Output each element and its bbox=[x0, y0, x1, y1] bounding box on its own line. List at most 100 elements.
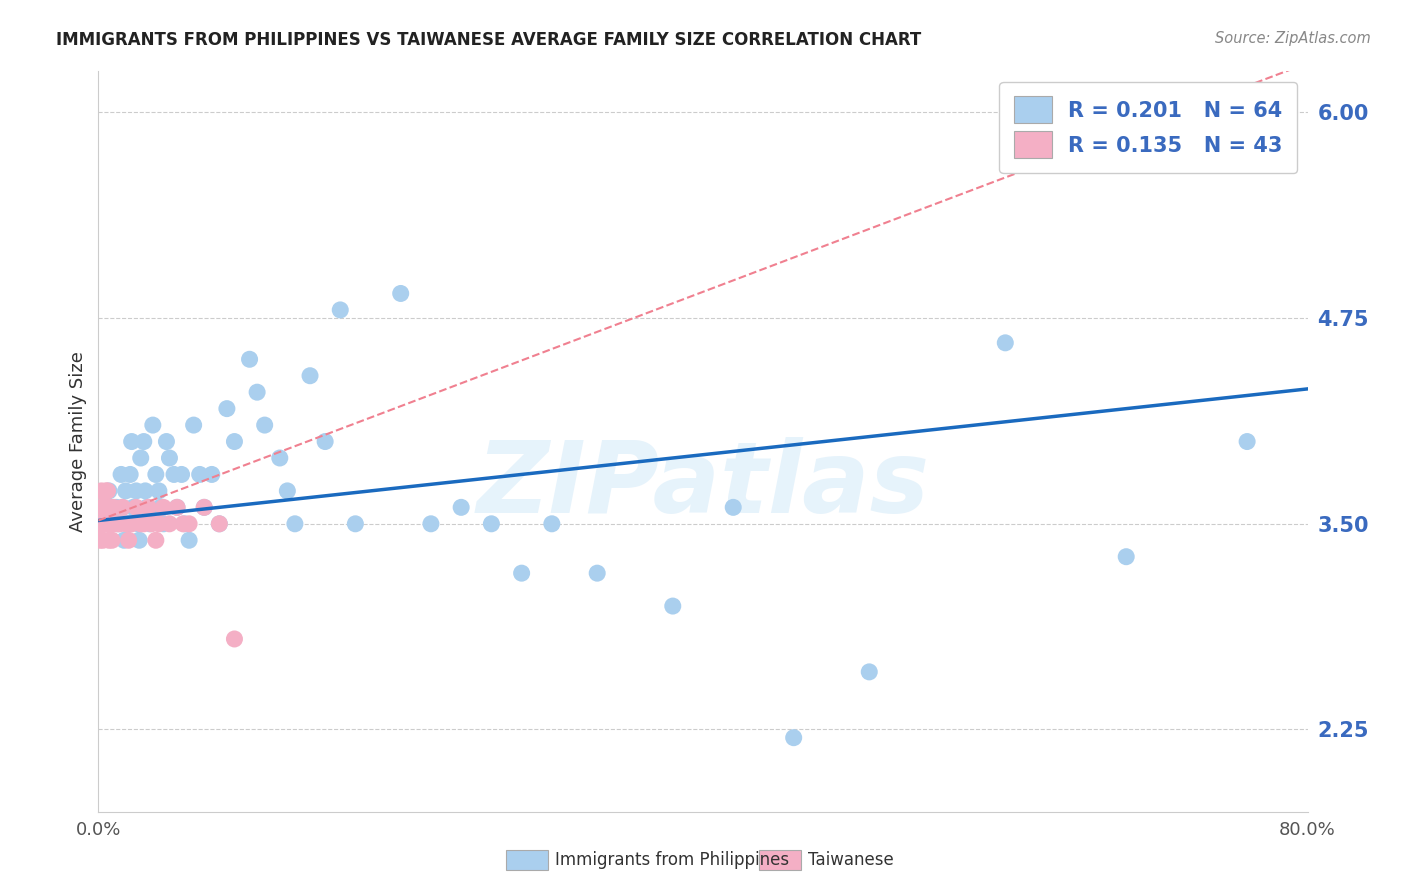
Point bbox=[152, 516, 174, 531]
Point bbox=[783, 731, 806, 745]
Point bbox=[90, 516, 112, 531]
Point bbox=[148, 483, 170, 498]
Point bbox=[284, 516, 307, 531]
Point bbox=[103, 500, 125, 515]
Point bbox=[98, 483, 121, 498]
Point bbox=[111, 500, 134, 515]
Point bbox=[1236, 434, 1258, 449]
Point bbox=[145, 533, 167, 548]
Text: IMMIGRANTS FROM PHILIPPINES VS TAIWANESE AVERAGE FAMILY SIZE CORRELATION CHART: IMMIGRANTS FROM PHILIPPINES VS TAIWANESE… bbox=[56, 31, 921, 49]
Point bbox=[149, 500, 172, 515]
Point bbox=[179, 516, 201, 531]
Point bbox=[90, 500, 112, 515]
Point bbox=[96, 516, 118, 531]
Point bbox=[118, 533, 141, 548]
Point bbox=[139, 516, 162, 531]
Point bbox=[93, 516, 115, 531]
Point bbox=[179, 533, 201, 548]
Point bbox=[166, 500, 188, 515]
Point bbox=[314, 434, 336, 449]
Point bbox=[166, 500, 188, 515]
Point bbox=[163, 467, 186, 482]
Point bbox=[159, 516, 181, 531]
Text: ZIPatlas: ZIPatlas bbox=[477, 437, 929, 534]
Point bbox=[142, 418, 165, 433]
Point bbox=[112, 533, 135, 548]
Point bbox=[125, 500, 148, 515]
Point bbox=[586, 566, 609, 581]
Point bbox=[269, 450, 291, 465]
Point bbox=[129, 450, 152, 465]
Point bbox=[510, 566, 533, 581]
Point bbox=[481, 516, 503, 531]
Point bbox=[110, 467, 132, 482]
Point bbox=[132, 434, 155, 449]
Point bbox=[98, 500, 121, 515]
Point bbox=[96, 483, 118, 498]
Point bbox=[661, 599, 683, 613]
Point bbox=[136, 500, 159, 515]
Point bbox=[389, 286, 412, 301]
Point bbox=[91, 516, 114, 531]
Point bbox=[101, 516, 124, 531]
Legend: R = 0.201   N = 64, R = 0.135   N = 43: R = 0.201 N = 64, R = 0.135 N = 43 bbox=[1000, 82, 1298, 173]
Point bbox=[91, 500, 114, 515]
Point bbox=[127, 516, 149, 531]
Point bbox=[101, 533, 124, 548]
Point bbox=[121, 516, 143, 531]
Point bbox=[155, 434, 177, 449]
Point bbox=[105, 516, 128, 531]
Point bbox=[215, 401, 238, 416]
Point bbox=[540, 516, 562, 531]
Point bbox=[135, 500, 157, 515]
Text: Immigrants from Philippines: Immigrants from Philippines bbox=[555, 851, 790, 869]
Text: Taiwanese: Taiwanese bbox=[808, 851, 894, 869]
Point bbox=[94, 516, 117, 531]
Point bbox=[148, 516, 170, 531]
Point bbox=[159, 450, 181, 465]
Text: Source: ZipAtlas.com: Source: ZipAtlas.com bbox=[1215, 31, 1371, 46]
Point bbox=[208, 516, 231, 531]
Point bbox=[93, 500, 115, 515]
Point bbox=[91, 533, 114, 548]
Point bbox=[105, 500, 128, 515]
Point bbox=[858, 665, 880, 679]
Point bbox=[107, 516, 129, 531]
Point bbox=[118, 516, 141, 531]
Point bbox=[329, 302, 352, 317]
Point bbox=[723, 500, 745, 515]
Point bbox=[299, 368, 322, 383]
Point bbox=[134, 483, 156, 498]
Point bbox=[994, 335, 1017, 350]
Y-axis label: Average Family Size: Average Family Size bbox=[69, 351, 87, 532]
Point bbox=[120, 467, 142, 482]
Point bbox=[111, 500, 134, 515]
Point bbox=[173, 516, 195, 531]
Point bbox=[188, 467, 211, 482]
Point bbox=[122, 500, 145, 515]
Point bbox=[114, 516, 136, 531]
Point bbox=[125, 483, 148, 498]
Point bbox=[420, 516, 443, 531]
Point bbox=[201, 467, 224, 482]
Point bbox=[114, 483, 136, 498]
Point bbox=[239, 352, 262, 367]
Point bbox=[100, 500, 122, 515]
Point bbox=[94, 500, 117, 515]
Point bbox=[129, 516, 152, 531]
Point bbox=[108, 516, 131, 531]
Point bbox=[253, 418, 276, 433]
Point bbox=[103, 516, 125, 531]
Point bbox=[172, 516, 194, 531]
Point bbox=[90, 483, 112, 498]
Point bbox=[224, 632, 246, 646]
Point bbox=[100, 516, 122, 531]
Point bbox=[183, 418, 205, 433]
Point bbox=[128, 533, 150, 548]
Point bbox=[141, 516, 163, 531]
Point bbox=[246, 385, 269, 400]
Point bbox=[98, 533, 121, 548]
Point bbox=[89, 533, 111, 548]
Point bbox=[132, 516, 155, 531]
Point bbox=[344, 516, 367, 531]
